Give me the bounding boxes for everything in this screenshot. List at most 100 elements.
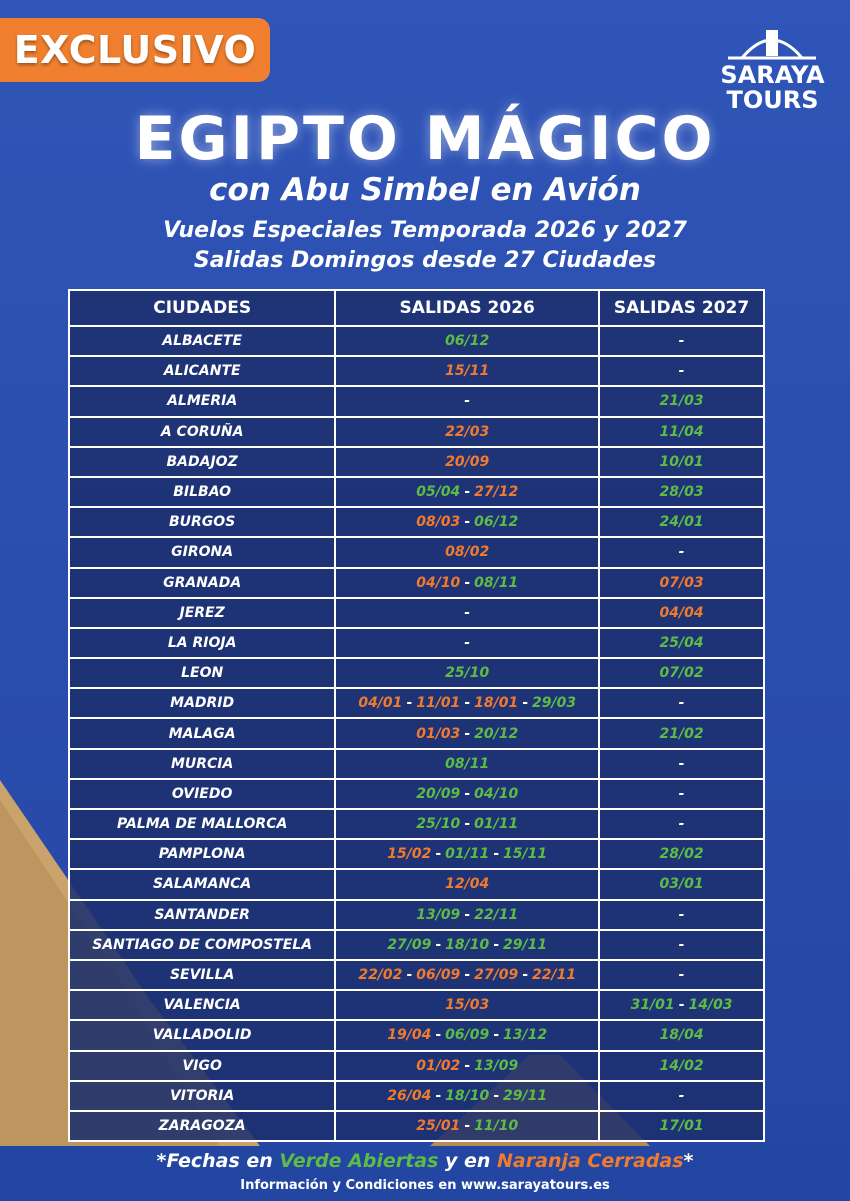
dates-cell: 25/10-01/11 <box>334 807 601 841</box>
dates-cell: 26/04-18/10-29/11 <box>334 1079 601 1112</box>
dates-cell: 25/01-11/10 <box>334 1109 601 1143</box>
date: 04/10 <box>474 785 519 802</box>
dates-cell: 17/01 <box>598 1109 765 1143</box>
date: 20/09 <box>445 453 490 470</box>
date: - <box>678 544 685 561</box>
date: 14/03 <box>688 997 733 1014</box>
table-row: ALBACETE 06/12 - <box>67 324 765 358</box>
city: VALENCIA <box>67 989 337 1022</box>
column-header: CIUDADES <box>67 289 337 327</box>
dates-cell: 08/02 <box>334 536 601 569</box>
date: 27/09 <box>474 967 519 984</box>
city: JEREZ <box>67 596 337 629</box>
city: PALMA DE MALLORCA <box>67 807 337 841</box>
date: 07/02 <box>659 665 704 682</box>
city: GIRONA <box>67 536 337 569</box>
city: BURGOS <box>67 506 337 539</box>
table-row: A CORUÑA 22/03 11/04 <box>67 415 765 448</box>
dates-cell: 04/04 <box>598 596 765 629</box>
dates-cell: 28/02 <box>598 838 765 871</box>
city: MALAGA <box>67 717 337 750</box>
table-row: BADAJOZ 20/09 10/01 <box>67 445 765 478</box>
date: 01/11 <box>474 816 519 833</box>
city: ZARAGOZA <box>67 1109 337 1143</box>
dates-cell: 13/09-22/11 <box>334 898 601 931</box>
separator: - <box>464 785 471 802</box>
table-row: JEREZ - 04/04 <box>67 596 765 629</box>
logo-icon <box>728 30 816 60</box>
date: - <box>464 604 471 621</box>
separator: - <box>464 574 471 591</box>
dates-cell: - <box>598 747 765 780</box>
city: VALLADOLID <box>67 1019 337 1052</box>
date: 29/11 <box>503 936 548 953</box>
city: VIGO <box>67 1049 337 1082</box>
departures-table: CIUDADES SALIDAS 2026 SALIDAS 2027 ALBACETE… <box>67 289 765 1143</box>
table-row: PAMPLONA 15/02-01/11-15/11 28/02 <box>67 838 765 871</box>
table-row: MALAGA 01/03-20/12 21/02 <box>67 717 765 750</box>
date: - <box>464 393 471 410</box>
dates-cell: - <box>598 898 765 931</box>
city: VITORIA <box>67 1079 337 1112</box>
date: 11/01 <box>416 695 461 712</box>
table-row: MURCIA 08/11 - <box>67 747 765 780</box>
city: SALAMANCA <box>67 868 337 901</box>
dates-cell: 15/02-01/11-15/11 <box>334 838 601 871</box>
date: 18/01 <box>474 695 519 712</box>
date: 29/11 <box>503 1087 548 1104</box>
dates-cell: 06/12 <box>334 324 601 358</box>
separator: - <box>493 846 500 863</box>
dates-cell: 08/11 <box>334 747 601 780</box>
date: 28/03 <box>659 484 704 501</box>
dates-cell: 03/01 <box>598 868 765 901</box>
date: 22/11 <box>532 967 577 984</box>
date: 13/12 <box>503 1027 548 1044</box>
dates-cell: 21/02 <box>598 717 765 750</box>
date: - <box>678 906 685 923</box>
city: LEON <box>67 657 337 690</box>
date: 14/02 <box>659 1057 704 1074</box>
date: 25/10 <box>416 816 461 833</box>
city: OVIEDO <box>67 777 337 811</box>
dates-cell: 15/11 <box>334 355 601 388</box>
logo-text: SARAYA <box>720 61 825 89</box>
date: 31/01 <box>630 997 675 1014</box>
date: 11/04 <box>659 423 704 440</box>
separator: - <box>464 816 471 833</box>
subtitle: con Abu Simbel en Avión <box>209 172 641 208</box>
dates-cell: - <box>598 324 765 358</box>
logo: SARAYA TOURS <box>715 20 830 112</box>
note-part: Verde Abiertas <box>279 1150 439 1172</box>
table-row: ALICANTE 15/11 - <box>67 355 765 388</box>
dates-cell: 04/01-11/01-18/01-29/03 <box>334 687 601 720</box>
separator: - <box>464 906 471 923</box>
city: BILBAO <box>67 475 337 509</box>
city: PAMPLONA <box>67 838 337 871</box>
date: 11/10 <box>474 1117 519 1134</box>
dates-cell: 20/09-04/10 <box>334 777 601 811</box>
city: LA RIOJA <box>67 626 337 660</box>
dates-cell: - <box>598 958 765 992</box>
date: 04/04 <box>659 604 704 621</box>
dates-cell: 25/04 <box>598 626 765 660</box>
dates-cell: 27/09-18/10-29/11 <box>334 928 601 961</box>
date: - <box>678 755 685 772</box>
date: - <box>678 936 685 953</box>
date: - <box>678 695 685 712</box>
title: EGIPTO MÁGICO <box>134 104 716 174</box>
separator: - <box>435 936 442 953</box>
dates-cell: 31/01-14/03 <box>598 989 765 1022</box>
date: 15/03 <box>445 997 490 1014</box>
footer-info: Información y Condiciones en www.sarayat… <box>240 1178 610 1193</box>
date: 08/11 <box>445 755 490 772</box>
separator: - <box>464 725 471 742</box>
city: ALICANTE <box>67 355 337 388</box>
table-row: VITORIA 26/04-18/10-29/11- <box>67 1079 765 1112</box>
dates-cell: - <box>598 807 765 841</box>
footer-note: *Fechas en Verde Abiertas y en Naranja C… <box>0 1150 850 1172</box>
date: 15/02 <box>387 846 432 863</box>
note-part: y en <box>438 1150 498 1172</box>
table-row: PALMA DE MALLORCA 25/10-01/11- <box>67 807 765 841</box>
table-row: BURGOS 08/03-06/12 24/01 <box>67 506 765 539</box>
